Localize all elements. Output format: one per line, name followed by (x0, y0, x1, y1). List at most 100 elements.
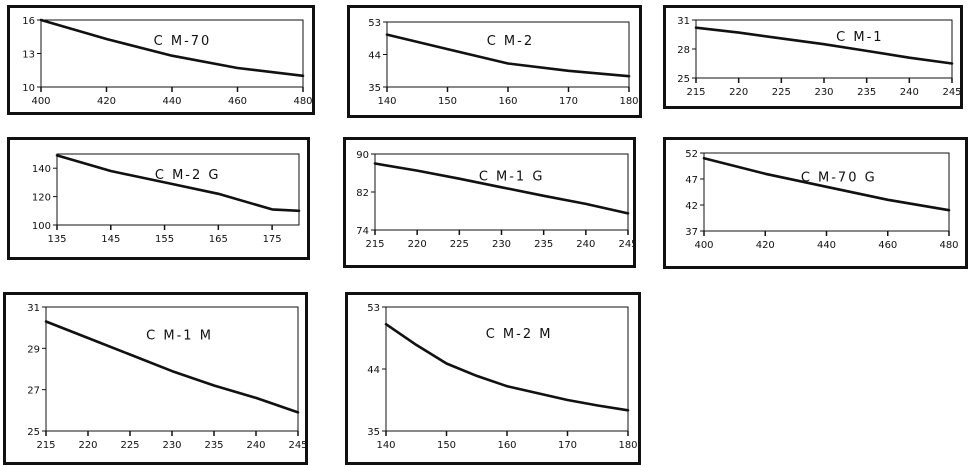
y-tick-label: 29 (27, 344, 40, 355)
chart-title: C M-1 M (146, 328, 213, 343)
chart-panel: 25 27 29 31 215 220 225 230 235 240 245 C M-1 M (3, 292, 308, 465)
plot-frame (45, 306, 299, 432)
x-tick-label: 245 (942, 87, 960, 98)
x-tick-label: 145 (101, 234, 120, 245)
chart-title: C M-70 (154, 34, 212, 49)
y-tick-label: 120 (32, 193, 51, 204)
y-tick-label: 53 (367, 303, 380, 314)
series-line (385, 33, 631, 78)
y-tick-label: 42 (685, 201, 698, 212)
y-tick-label: 100 (32, 221, 51, 232)
x-tick-label: 215 (365, 239, 384, 250)
series-line (55, 154, 301, 213)
x-tick-label: 230 (162, 440, 181, 451)
x-tick-label: 150 (438, 96, 457, 107)
y-tick-label: 35 (367, 427, 380, 438)
x-tick-label: 440 (817, 240, 836, 251)
x-tick-label: 160 (497, 440, 516, 451)
x-tick-label: 480 (293, 96, 312, 107)
x-tick-label: 180 (619, 96, 638, 107)
x-tick-label: 240 (576, 239, 595, 250)
x-tick-label: 180 (618, 440, 637, 451)
y-tick-label: 16 (22, 16, 35, 27)
plot-frame (695, 19, 953, 79)
series-line (702, 156, 951, 212)
x-tick-label: 155 (155, 234, 174, 245)
y-tick-label: 27 (27, 386, 40, 397)
y-tick-label: 47 (685, 175, 698, 186)
x-tick-label: 215 (686, 87, 705, 98)
x-tick-label: 170 (558, 440, 577, 451)
chart-title: C M-1 (836, 30, 883, 45)
x-tick-label: 460 (228, 96, 247, 107)
chart-panel: 35 44 53 140 150 160 170 180 C M-2 (347, 5, 642, 118)
chart-svg: 35 44 53 140 150 160 170 180 C M-2 M (367, 303, 637, 451)
chart-title: C M-2 M (486, 327, 553, 342)
plot-frame (385, 306, 629, 432)
plot-frame (56, 153, 300, 226)
y-tick-label: 25 (27, 427, 40, 438)
y-tick-label: 140 (32, 164, 51, 175)
chart-title: C M-2 (487, 34, 534, 49)
x-tick-label: 160 (498, 96, 517, 107)
chart-panel: 74 82 90 215 220 225 230 235 240 245 C M-1 G (343, 137, 636, 268)
x-tick-label: 440 (162, 96, 181, 107)
x-tick-label: 240 (900, 87, 919, 98)
x-tick-label: 140 (376, 440, 395, 451)
x-tick-label: 230 (814, 87, 833, 98)
x-tick-label: 220 (78, 440, 97, 451)
x-tick-label: 165 (209, 234, 228, 245)
x-tick-label: 230 (492, 239, 511, 250)
x-tick-label: 135 (47, 234, 66, 245)
x-tick-label: 245 (288, 440, 305, 451)
y-tick-label: 10 (22, 83, 35, 94)
y-tick-label: 82 (356, 188, 369, 199)
chart-panel: 10 13 16 400 420 440 460 480 C M-70 (7, 5, 315, 115)
y-tick-label: 35 (368, 83, 381, 94)
y-tick-label: 13 (22, 50, 35, 61)
x-tick-label: 220 (729, 87, 748, 98)
chart-svg: 74 82 90 215 220 225 230 235 240 245 C M-1 G (356, 150, 633, 250)
x-tick-label: 225 (450, 239, 469, 250)
x-tick-label: 400 (31, 96, 50, 107)
plot-frame (374, 153, 629, 231)
y-tick-label: 31 (677, 16, 690, 27)
x-tick-label: 175 (263, 234, 282, 245)
x-tick-label: 480 (939, 240, 958, 251)
series-line (373, 162, 630, 215)
plot-frame (703, 152, 950, 232)
x-tick-label: 170 (559, 96, 578, 107)
series-line (44, 320, 300, 414)
x-tick-label: 220 (408, 239, 427, 250)
y-tick-label: 53 (368, 18, 381, 29)
x-tick-label: 420 (97, 96, 116, 107)
y-tick-label: 90 (356, 150, 369, 161)
series-line (694, 26, 954, 65)
y-tick-label: 25 (677, 74, 690, 85)
y-tick-label: 52 (685, 149, 698, 160)
x-tick-label: 460 (878, 240, 897, 251)
plot-frame (386, 21, 630, 88)
chart-svg: 25 28 31 215 220 225 230 235 240 245 C M-1 (677, 16, 960, 98)
y-tick-label: 74 (356, 226, 369, 237)
chart-svg: 25 27 29 31 215 220 225 230 235 240 245 C M-1 M (27, 303, 305, 451)
chart-panel: 25 28 31 215 220 225 230 235 240 245 C M-1 (663, 5, 963, 109)
x-tick-label: 235 (204, 440, 223, 451)
chart-svg: 37 42 47 52 400 420 440 460 480 C M-70 G (685, 149, 958, 251)
x-tick-label: 225 (772, 87, 791, 98)
x-tick-label: 150 (437, 440, 456, 451)
x-tick-label: 420 (756, 240, 775, 251)
chart-title: C M-70 G (801, 170, 877, 185)
chart-svg: 35 44 53 140 150 160 170 180 C M-2 (368, 18, 638, 107)
y-tick-label: 44 (368, 51, 381, 62)
series-line (384, 322, 630, 412)
y-tick-label: 28 (677, 45, 690, 56)
chart-title: C M-1 G (479, 169, 545, 184)
chart-svg: 10 13 16 400 420 440 460 480 C M-70 (22, 16, 312, 107)
y-tick-label: 37 (685, 227, 698, 238)
chart-panel: 35 44 53 140 150 160 170 180 C M-2 M (345, 292, 641, 465)
y-tick-label: 44 (367, 365, 380, 376)
chart-svg: 100 120 140 135 145 155 165 175 C M-2 G (32, 153, 301, 245)
x-tick-label: 235 (534, 239, 553, 250)
y-tick-label: 31 (27, 303, 40, 314)
